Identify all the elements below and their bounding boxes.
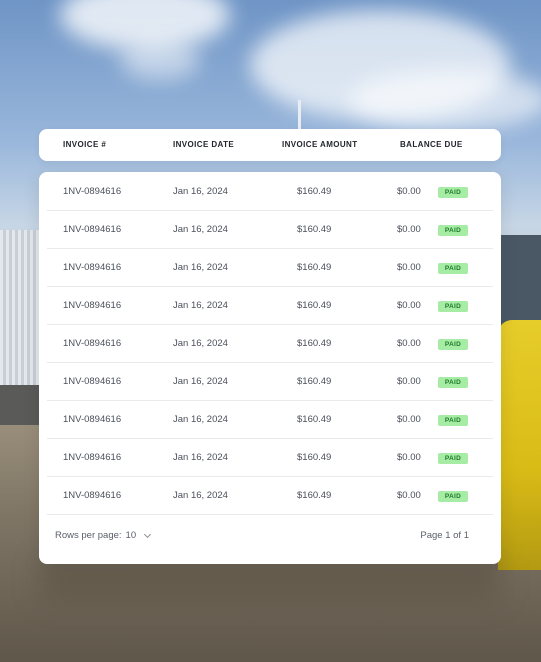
balance-due: $0.00 [397, 490, 421, 501]
table-row[interactable]: 1NV-0894616 Jan 16, 2024 $160.49 $0.00 P… [47, 211, 493, 249]
table-body: 1NV-0894616 Jan 16, 2024 $160.49 $0.00 P… [39, 173, 501, 515]
invoice-date: Jan 16, 2024 [173, 186, 228, 197]
balance-due: $0.00 [397, 376, 421, 387]
invoice-amount: $160.49 [297, 490, 332, 501]
card-shadow [40, 560, 500, 600]
status-badge: PAID [438, 415, 468, 426]
invoice-amount: $160.49 [297, 262, 332, 273]
trailer [0, 230, 40, 400]
invoice-amount: $160.49 [297, 414, 332, 425]
table-footer: Rows per page: 10 Page 1 of 1 [39, 516, 501, 564]
rows-per-page-label: Rows per page: [55, 530, 122, 541]
cloud [120, 40, 200, 80]
invoice-amount: $160.49 [297, 186, 332, 197]
trailer-base [0, 385, 40, 425]
table-row[interactable]: 1NV-0894616 Jan 16, 2024 $160.49 $0.00 P… [47, 477, 493, 515]
status-badge: PAID [438, 301, 468, 312]
balance-due: $0.00 [397, 300, 421, 311]
invoice-number: 1NV-0894616 [63, 376, 122, 387]
invoice-number: 1NV-0894616 [63, 414, 122, 425]
invoice-date: Jan 16, 2024 [173, 452, 228, 463]
status-badge: PAID [438, 263, 468, 274]
balance-due: $0.00 [397, 414, 421, 425]
invoice-number: 1NV-0894616 [63, 300, 122, 311]
status-badge: PAID [438, 491, 468, 502]
status-badge: PAID [438, 225, 468, 236]
table-row[interactable]: 1NV-0894616 Jan 16, 2024 $160.49 $0.00 P… [47, 249, 493, 287]
column-header-invoice[interactable]: INVOICE # [63, 140, 107, 149]
balance-due: $0.00 [397, 452, 421, 463]
truck-trailer [498, 235, 541, 325]
column-header-balance-due[interactable]: BALANCE DUE [400, 140, 463, 149]
status-badge: PAID [438, 453, 468, 464]
table-row[interactable]: 1NV-0894616 Jan 16, 2024 $160.49 $0.00 P… [47, 287, 493, 325]
invoice-number: 1NV-0894616 [63, 338, 122, 349]
invoice-number: 1NV-0894616 [63, 186, 122, 197]
page-info: Page 1 of 1 [420, 530, 469, 541]
column-header-invoice-amount[interactable]: INVOICE AMOUNT [282, 140, 358, 149]
invoice-date: Jan 16, 2024 [173, 376, 228, 387]
rows-per-page-value: 10 [125, 530, 137, 541]
invoice-amount: $160.49 [297, 338, 332, 349]
light-pole [298, 100, 301, 140]
status-badge: PAID [438, 187, 468, 198]
invoice-date: Jan 16, 2024 [173, 300, 228, 311]
rows-per-page-select[interactable]: Rows per page: 10 [55, 516, 152, 556]
table-row[interactable]: 1NV-0894616 Jan 16, 2024 $160.49 $0.00 P… [47, 439, 493, 477]
column-header-invoice-date[interactable]: INVOICE DATE [173, 140, 235, 149]
balance-due: $0.00 [397, 262, 421, 273]
invoice-date: Jan 16, 2024 [173, 490, 228, 501]
invoice-amount: $160.49 [297, 452, 332, 463]
table-row[interactable]: 1NV-0894616 Jan 16, 2024 $160.49 $0.00 P… [47, 173, 493, 211]
invoice-amount: $160.49 [297, 376, 332, 387]
invoice-date: Jan 16, 2024 [173, 414, 228, 425]
invoice-date: Jan 16, 2024 [173, 224, 228, 235]
truck-cab [498, 320, 541, 570]
invoice-date: Jan 16, 2024 [173, 338, 228, 349]
table-row[interactable]: 1NV-0894616 Jan 16, 2024 $160.49 $0.00 P… [47, 325, 493, 363]
invoice-number: 1NV-0894616 [63, 452, 122, 463]
invoice-number: 1NV-0894616 [63, 490, 122, 501]
chevron-down-icon[interactable] [144, 530, 152, 539]
balance-due: $0.00 [397, 224, 421, 235]
table-header: INVOICE # INVOICE DATE INVOICE AMOUNT BA… [39, 129, 501, 161]
table-row[interactable]: 1NV-0894616 Jan 16, 2024 $160.49 $0.00 P… [47, 363, 493, 401]
table-row[interactable]: 1NV-0894616 Jan 16, 2024 $160.49 $0.00 P… [47, 401, 493, 439]
status-badge: PAID [438, 339, 468, 350]
invoice-number: 1NV-0894616 [63, 224, 122, 235]
invoice-number: 1NV-0894616 [63, 262, 122, 273]
invoice-date: Jan 16, 2024 [173, 262, 228, 273]
cloud [350, 70, 541, 130]
status-badge: PAID [438, 377, 468, 388]
balance-due: $0.00 [397, 186, 421, 197]
invoice-amount: $160.49 [297, 224, 332, 235]
balance-due: $0.00 [397, 338, 421, 349]
invoice-table: 1NV-0894616 Jan 16, 2024 $160.49 $0.00 P… [39, 172, 501, 564]
invoice-amount: $160.49 [297, 300, 332, 311]
